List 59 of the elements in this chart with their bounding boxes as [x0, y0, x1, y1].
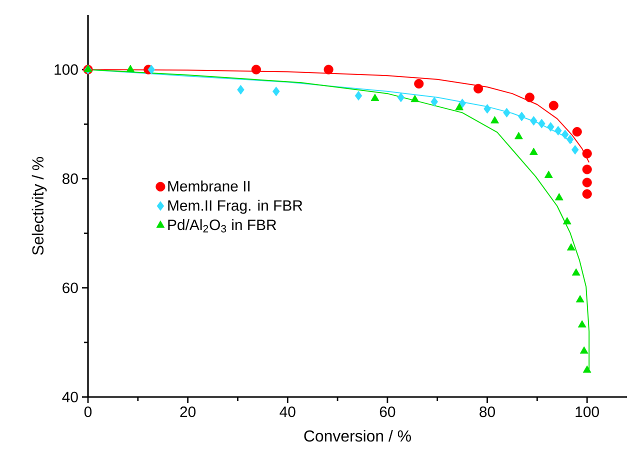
point	[530, 148, 538, 156]
point	[544, 170, 553, 178]
point	[582, 164, 592, 174]
point	[518, 112, 526, 122]
legend-label: Membrane II	[168, 180, 250, 192]
point	[530, 116, 538, 126]
point	[572, 268, 580, 276]
point	[576, 295, 584, 302]
point	[566, 134, 574, 144]
x-tick-label: 40	[280, 406, 296, 418]
point	[554, 193, 564, 200]
point	[562, 217, 572, 224]
x-tick-label: 100	[576, 406, 599, 418]
x-tick-label: 60	[380, 406, 396, 418]
y-axis-title: Selectivity / %	[32, 156, 47, 255]
point	[473, 84, 484, 94]
point	[580, 346, 588, 354]
point	[547, 122, 554, 132]
point	[490, 116, 499, 124]
point	[582, 148, 592, 158]
y-tick-label: 60	[62, 282, 78, 294]
point	[237, 84, 244, 95]
point	[578, 320, 586, 328]
point	[148, 64, 156, 74]
point	[538, 118, 546, 128]
point	[561, 130, 569, 140]
point	[272, 86, 280, 96]
legend-label: Mem.II Frag. in FBR	[168, 200, 302, 214]
point	[354, 90, 362, 101]
x-axis-title: Conversion / %	[304, 430, 411, 442]
point	[524, 92, 534, 102]
point	[430, 96, 438, 107]
point	[554, 126, 562, 136]
y-tick-label: 40	[62, 392, 78, 402]
x-tick-label: 20	[180, 406, 196, 418]
point	[582, 189, 592, 199]
point	[397, 92, 405, 102]
point	[571, 145, 579, 155]
legend-label: Pd/Al$_{2}$O$_{3}$ in FBR	[168, 219, 276, 232]
point	[324, 64, 334, 74]
point	[503, 108, 510, 118]
point	[458, 98, 466, 108]
point	[370, 94, 380, 101]
x-tick-label: 80	[480, 406, 495, 418]
point	[514, 132, 523, 140]
point	[566, 243, 576, 251]
point	[126, 64, 135, 72]
point	[484, 104, 491, 114]
point	[414, 78, 424, 89]
y-tick-label: 100	[54, 64, 78, 75]
x-tick-label: 0	[84, 406, 92, 418]
point	[582, 178, 592, 188]
point	[455, 102, 464, 110]
y-tick-label: 80	[62, 173, 78, 184]
point	[251, 64, 261, 74]
point	[410, 94, 420, 102]
point	[572, 126, 582, 137]
point	[548, 100, 558, 110]
point	[582, 365, 592, 373]
